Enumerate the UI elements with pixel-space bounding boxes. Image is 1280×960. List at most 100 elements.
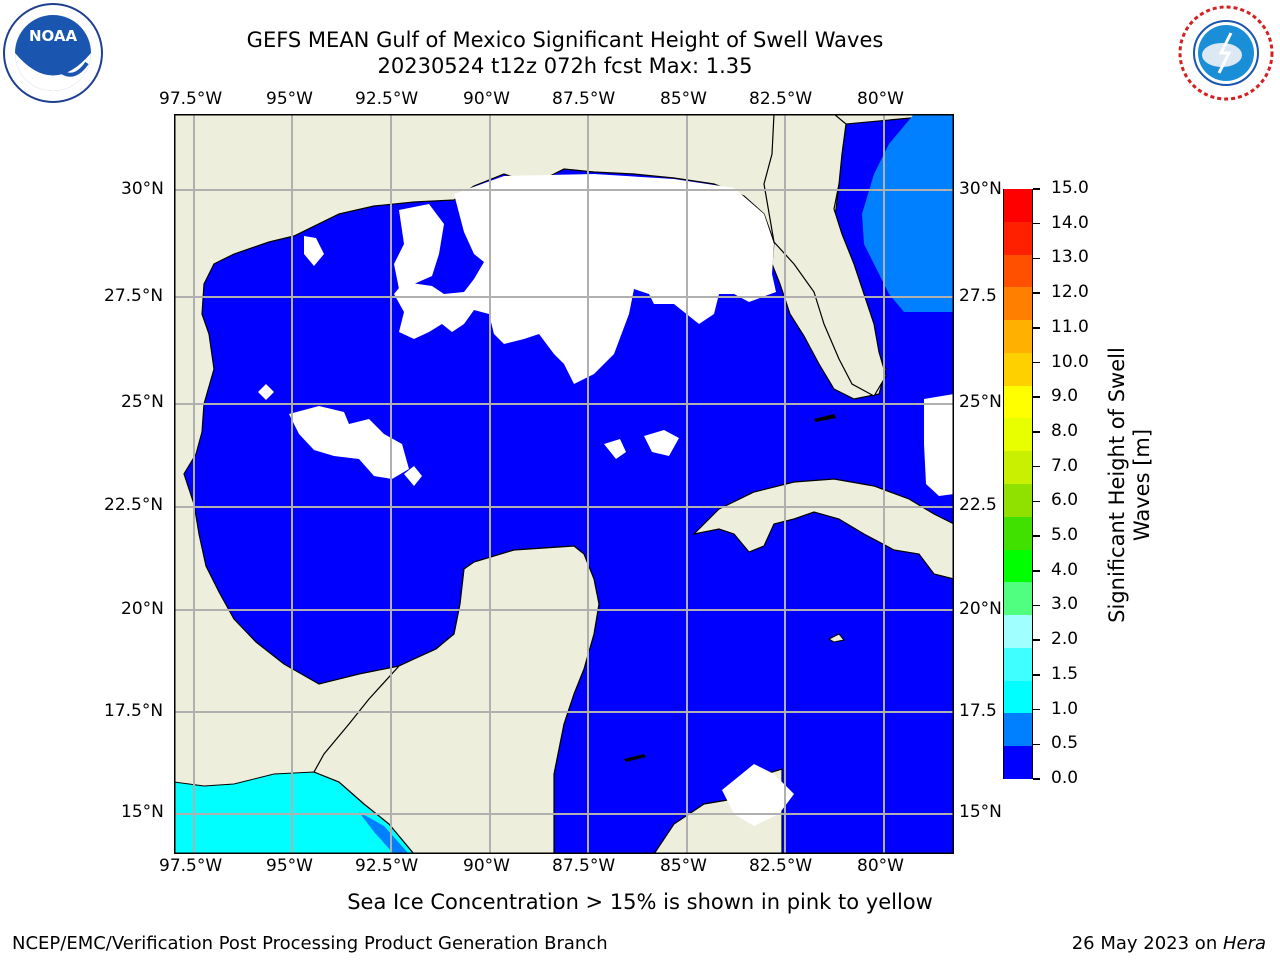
noaa-logo-text: NOAA: [29, 27, 78, 45]
colorbar-label: Significant Height of Swell Waves [m]: [1105, 347, 1154, 623]
sea-ice-note: Sea Ice Concentration > 15% is shown in …: [347, 890, 933, 914]
lon-label-bottom: 97.5°W: [159, 856, 223, 876]
lat-label-right: 15°N: [959, 802, 1002, 822]
colorbar-segment: [1004, 254, 1032, 288]
colorbar-tick-label: 7.0: [1051, 455, 1079, 476]
lat-label-right: 27.5: [959, 286, 997, 306]
colorbar-segment: [1004, 483, 1032, 517]
colorbar-tick-label: 2.0: [1051, 629, 1079, 650]
nws-logo: [1176, 3, 1276, 103]
colorbar-label-container: Significant Height of Swell Waves [m]: [1100, 340, 1160, 630]
colorbar-segment: [1004, 286, 1032, 321]
colorbar-segment: [1004, 319, 1032, 353]
lon-label-top: 95°W: [266, 89, 313, 109]
bay-islands: [624, 754, 646, 762]
colorbar: [1003, 188, 1033, 779]
colorbar-segment: [1004, 614, 1032, 648]
colorbar-tick-mark: [1033, 465, 1040, 468]
footer-date: 26 May 2023 on Hera: [1072, 933, 1266, 954]
lat-label-left: 27.5°N: [104, 286, 164, 306]
colorbar-tick-mark: [1033, 396, 1040, 398]
colorbar-tick-mark: [1033, 431, 1040, 433]
colorbar-tick-label: 13.0: [1051, 247, 1089, 268]
colorbar-tick-label: 0.0: [1051, 768, 1079, 788]
lat-label-left: 20°N: [121, 599, 164, 619]
colorbar-segment: [1004, 417, 1032, 452]
map-frame: [174, 114, 954, 854]
keys-islands: [814, 414, 836, 422]
colorbar-segment: [1004, 581, 1032, 616]
colorbar-tick-label: 10.0: [1051, 351, 1089, 372]
colorbar-segment: [1004, 680, 1032, 714]
colorbar-tick-mark: [1033, 674, 1040, 676]
lat-label-right: 25°N: [959, 392, 1002, 412]
colorbar-tick-mark: [1033, 639, 1040, 641]
colorbar-tick-mark: [1033, 500, 1040, 503]
colorbar-tick-label: 8.0: [1051, 420, 1079, 441]
low-swell-patch-mid: [289, 406, 409, 479]
colorbar-segment: [1004, 221, 1032, 255]
map-gridlines: [174, 114, 954, 854]
colorbar-segment: [1004, 712, 1032, 747]
colorbar-tick-label: 11.0: [1051, 316, 1089, 337]
footer-host: Hera: [1222, 933, 1266, 954]
noaa-logo: NOAA: [3, 3, 103, 103]
colorbar-tick-mark: [1033, 604, 1040, 607]
lon-label-top: 87.5°W: [552, 89, 616, 109]
lat-label-left: 15°N: [121, 802, 164, 822]
lon-label-top: 90°W: [463, 89, 510, 109]
title-line-2: 20230524 t12z 072h fcst Max: 1.35: [377, 54, 753, 78]
colorbar-tick-mark: [1033, 361, 1040, 364]
low-swell-patch-east: [924, 394, 954, 496]
colorbar-segment: [1004, 352, 1032, 386]
colorbar-tick-mark: [1033, 535, 1040, 537]
colorbar-tick-label: 1.0: [1051, 698, 1079, 719]
lon-label-bottom: 85°W: [660, 856, 707, 876]
lat-label-right: 17.5: [959, 701, 997, 721]
colorbar-tick-label: 1.5: [1051, 663, 1079, 684]
cuba-island: [692, 478, 955, 580]
colorbar-tick-label: 3.0: [1051, 594, 1079, 615]
lon-label-top: 92.5°W: [355, 89, 419, 109]
footer-branch: NCEP/EMC/Verification Post Processing Pr…: [12, 933, 608, 954]
lon-label-top: 85°W: [660, 89, 707, 109]
lon-label-bottom: 95°W: [266, 856, 313, 876]
title-line-1: GEFS MEAN Gulf of Mexico Significant Hei…: [246, 28, 884, 52]
colorbar-segment: [1004, 516, 1032, 550]
colorbar-tick-mark: [1033, 327, 1040, 329]
pacific-water-edge: [359, 812, 409, 854]
lon-label-bottom: 82.5°W: [749, 856, 813, 876]
colorbar-tick-mark: [1033, 188, 1040, 190]
lon-label-bottom: 87.5°W: [552, 856, 616, 876]
colorbar-tick-mark: [1033, 743, 1040, 746]
footer-date-text: 26 May 2023 on: [1071, 933, 1223, 954]
lon-label-bottom: 92.5°W: [355, 856, 419, 876]
lat-label-left: 22.5°N: [104, 495, 164, 515]
map-panel: [173, 113, 955, 855]
colorbar-segment: [1004, 549, 1032, 583]
colorbar-tick-label: 6.0: [1051, 490, 1079, 511]
colorbar-tick-label: 15.0: [1051, 178, 1089, 198]
colorbar-tick-mark: [1033, 292, 1040, 294]
colorbar-segment: [1004, 745, 1032, 779]
colorbar-tick-mark: [1033, 222, 1040, 225]
gulf-of-mexico-water: [183, 113, 955, 855]
colorbar-segment: [1004, 188, 1032, 222]
colorbar-tick-label: 12.0: [1051, 282, 1089, 303]
colorbar-tick-label: 5.0: [1051, 525, 1079, 546]
colorbar-tick-label: 14.0: [1051, 212, 1089, 233]
lon-label-bottom: 80°W: [857, 856, 904, 876]
lat-label-right: 22.5: [959, 495, 997, 515]
lat-label-right: 20°N: [959, 599, 1002, 619]
colorbar-tick-label: 9.0: [1051, 386, 1079, 407]
colorbar-tick-mark: [1033, 257, 1040, 260]
colorbar-segment: [1004, 450, 1032, 484]
colorbar-tick-label: 4.0: [1051, 559, 1079, 580]
lon-label-top: 82.5°W: [749, 89, 813, 109]
colorbar-segment: [1004, 647, 1032, 681]
colorbar-tick-mark: [1033, 570, 1040, 572]
lon-label-bottom: 90°W: [463, 856, 510, 876]
colorbar-tick-mark: [1033, 708, 1040, 711]
colorbar-tick-label: 0.5: [1051, 733, 1079, 754]
jamaica-island: [827, 633, 845, 643]
